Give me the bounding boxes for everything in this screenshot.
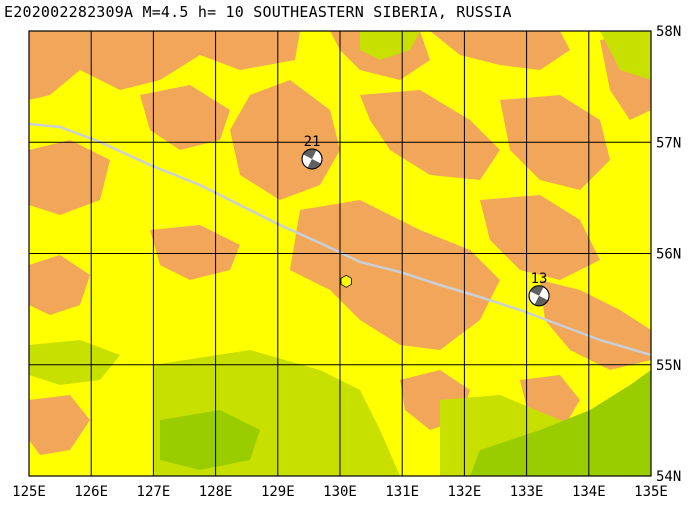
lon-label: 132E [448, 484, 482, 500]
lon-label: 134E [572, 484, 606, 500]
lat-label: 56N [656, 247, 681, 263]
lat-label: 54N [656, 469, 681, 485]
lon-label: 131E [385, 484, 419, 500]
lat-label: 55N [656, 358, 681, 374]
lat-label: 57N [656, 135, 681, 151]
event-markers: 21 13 [301, 134, 550, 307]
lon-label: 127E [137, 484, 171, 500]
latitude-labels: 58N 57N 56N 55N 54N [656, 24, 681, 485]
lon-label: 130E [323, 484, 357, 500]
event-label: 13 [531, 271, 548, 287]
lon-label: 133E [510, 484, 544, 500]
coordinate-grid [29, 31, 651, 476]
map-title: E202002282309A M=4.5 h= 10 SOUTHEASTERN … [4, 3, 512, 21]
focal-mechanism-13: 13 [528, 271, 550, 307]
lon-label: 135E [634, 484, 668, 500]
event-label: 21 [304, 134, 321, 150]
lon-label: 126E [74, 484, 108, 500]
longitude-labels: 125E 126E 127E 128E 129E 130E 131E 132E 133E 134E… [12, 484, 668, 500]
lat-label: 58N [656, 24, 681, 40]
lon-label: 129E [261, 484, 295, 500]
map-frame [28, 30, 652, 477]
epicenter-marker [340, 274, 352, 288]
lon-label: 125E [12, 484, 46, 500]
lon-label: 128E [199, 484, 233, 500]
focal-mechanism-21: 21 [301, 134, 323, 170]
